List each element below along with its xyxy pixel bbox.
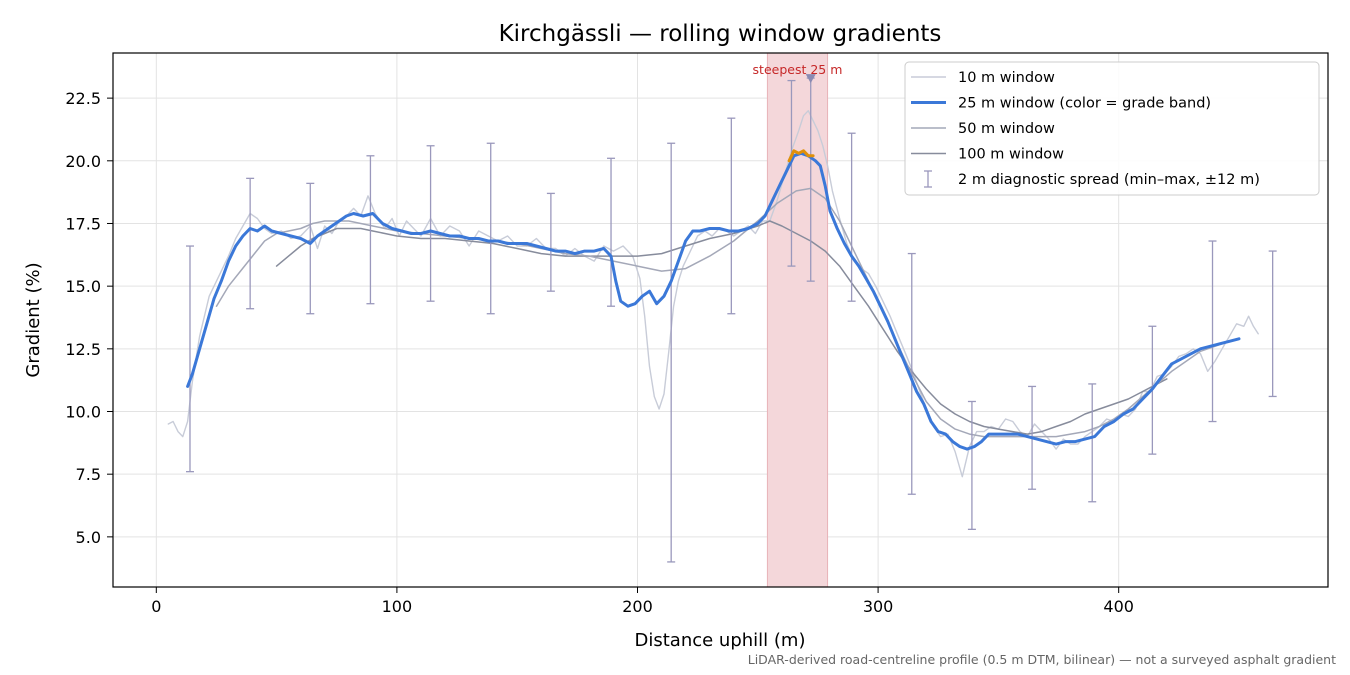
footnote: LiDAR-derived road-centreline profile (0… — [748, 652, 1336, 667]
legend-label-w10: 10 m window — [958, 70, 1055, 86]
y-tick-label: 12.5 — [65, 340, 101, 359]
y-tick-label: 22.5 — [65, 89, 101, 108]
y-tick-label: 10.0 — [65, 403, 101, 422]
y-axis-label: Gradient (%) — [23, 262, 44, 377]
series-line-w25 — [186, 151, 1241, 451]
y-tick-label: 20.0 — [65, 152, 101, 171]
plot-area: steepest 25 m 0 100 200 300 400 5.0 7.5 10.0 12.5… — [65, 52, 1329, 616]
steepest-label: steepest 25 m — [753, 62, 843, 77]
y-tick-label: 7.5 — [76, 465, 101, 484]
axes-frame — [112, 52, 1329, 588]
x-tick-label: 200 — [622, 597, 653, 616]
series-line-w100 — [275, 220, 1168, 435]
legend: 10 m window 25 m window (color = grade ba… — [904, 61, 1320, 196]
x-tick-label: 400 — [1103, 597, 1134, 616]
series-line-w25-steep — [787, 149, 815, 163]
series-group — [167, 77, 1277, 563]
legend-label-errorbar: 2 m diagnostic spread (min–max, ±12 m) — [958, 172, 1260, 188]
legend-label-w100: 100 m window — [958, 147, 1064, 163]
y-tick-label: 15.0 — [65, 277, 101, 296]
y-tick-label: 17.5 — [65, 214, 101, 233]
x-tick-label: 300 — [863, 597, 894, 616]
steepest-peak-marker — [805, 74, 816, 84]
legend-label-w25: 25 m window (color = grade band) — [958, 96, 1211, 112]
x-tick-label: 0 — [151, 597, 161, 616]
legend-label-w50: 50 m window — [958, 121, 1055, 137]
x-tick-label: 100 — [382, 597, 413, 616]
x-axis-label: Distance uphill (m) — [635, 630, 806, 651]
legend-box — [904, 61, 1320, 196]
y-tick-label: 5.0 — [76, 528, 101, 547]
steepest-band — [766, 52, 829, 588]
chart-title: Kirchgässli — rolling window gradients — [499, 21, 942, 47]
